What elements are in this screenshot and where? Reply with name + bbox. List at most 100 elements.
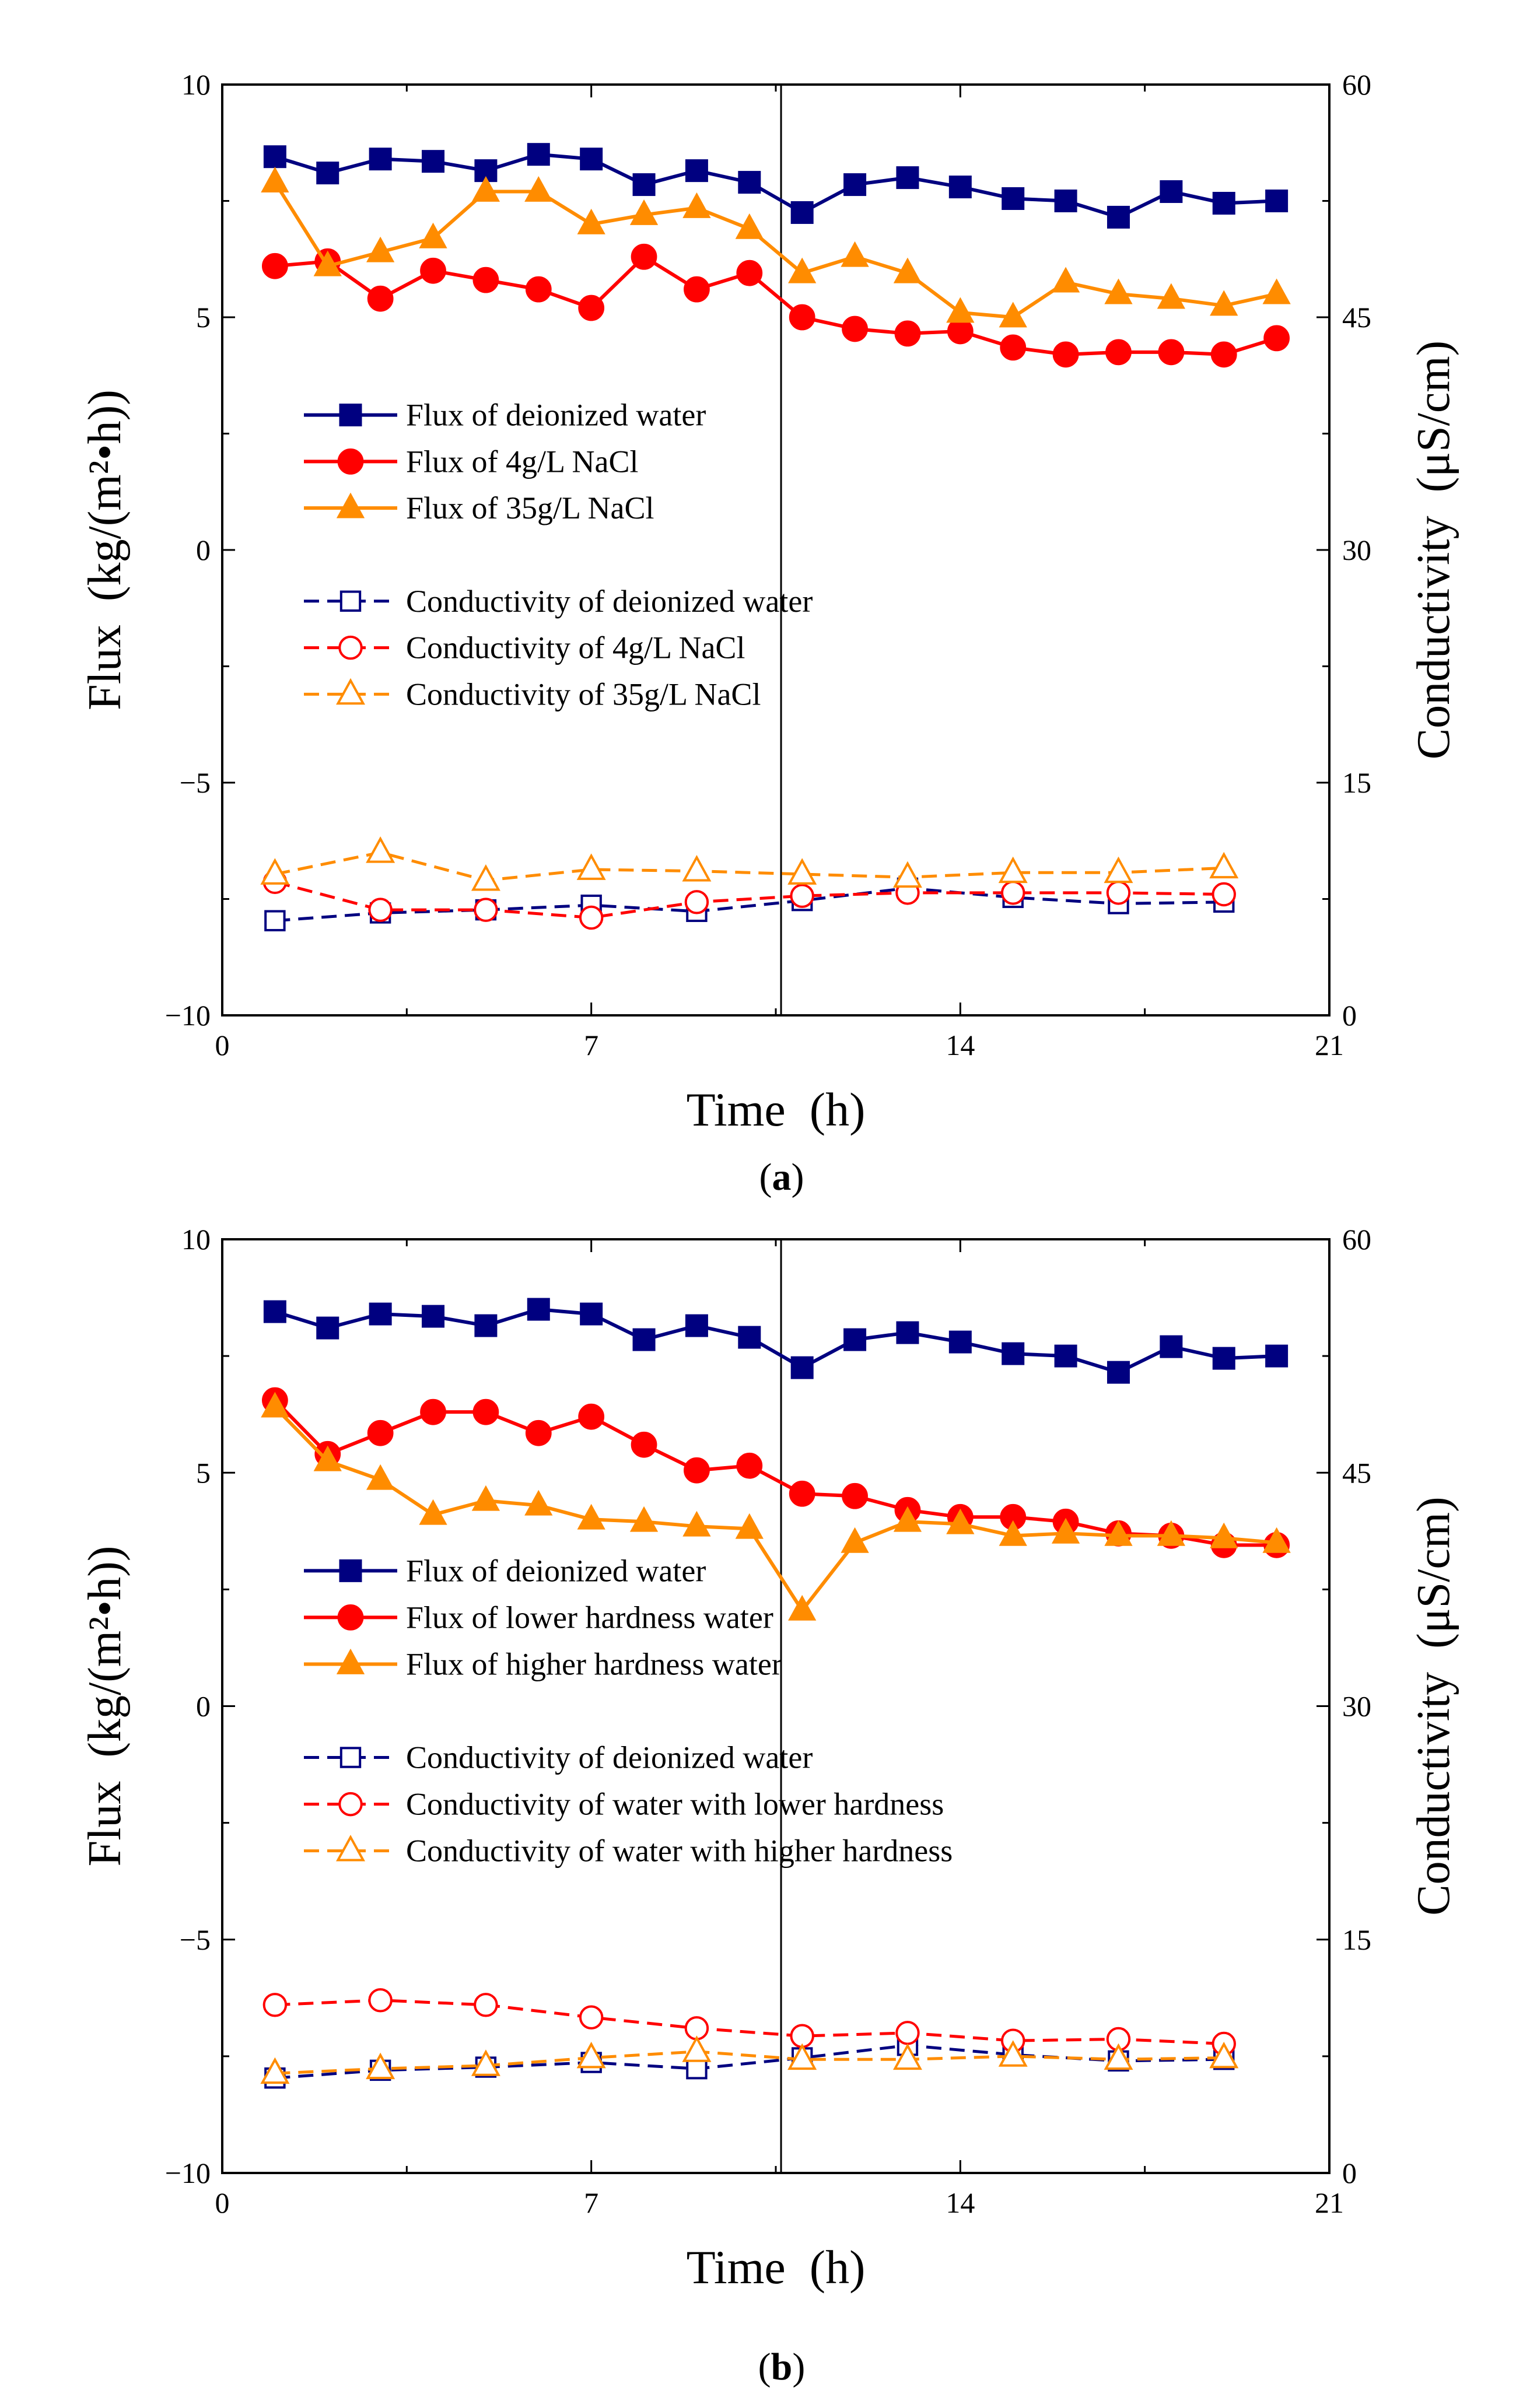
y-left-tick-label: 0 [196,1690,211,1723]
data-point [896,166,919,190]
y-right-axis-label: Conductivity (μS/cm) [1408,341,1459,759]
x-tick-label: 14 [946,2186,975,2219]
data-point [684,890,709,914]
data-point [527,1298,550,1321]
y-right-tick-label: 60 [1342,68,1371,101]
legend-label: Conductivity of deionized water [406,584,813,619]
y-right-tick-label: 30 [1342,534,1371,566]
data-point [631,243,657,270]
series-0 [263,143,1289,229]
data-point [948,1330,972,1354]
series-5 [260,836,1239,891]
data-point [524,1489,553,1516]
legend-entry: Conductivity of deionized water [304,584,813,619]
data-point [1210,341,1237,368]
y-right-tick-label: 15 [1342,766,1371,799]
data-point [262,1993,288,2017]
data-point [261,1391,289,1418]
data-point [264,910,286,931]
y-right-tick-label: 15 [1342,1923,1371,1956]
legend-entry: Conductivity of water with lower hardnes… [304,1787,944,1822]
data-point [893,257,922,283]
data-point [787,2043,817,2070]
data-point [578,295,605,321]
data-point [263,1300,286,1323]
data-point [685,1314,708,1337]
data-point [841,1527,869,1553]
data-point [735,1513,764,1539]
data-point [420,1398,446,1425]
series-2 [261,1391,1291,1621]
legend-marker [336,492,365,518]
data-point [682,2035,712,2062]
data-point [1160,180,1183,204]
data-point [1051,1517,1080,1544]
data-point [1000,881,1025,905]
data-point [787,858,817,885]
data-point [736,1452,763,1479]
data-point [419,222,447,248]
legend-marker [339,404,362,427]
panel-label-letter: b [771,2346,793,2388]
x-tick-label: 7 [584,2186,598,2219]
data-point [1107,1361,1130,1384]
data-point [366,836,395,863]
data-point [631,1431,657,1458]
data-point [790,201,814,224]
data-point [313,250,342,276]
x-tick-label: 14 [946,1029,975,1061]
data-point [1212,191,1235,215]
data-point [1054,1344,1077,1368]
data-point [998,856,1028,884]
data-point [998,2040,1028,2067]
data-point [368,898,393,922]
legend-label: Conductivity of deionized water [406,1740,813,1775]
data-point [682,1510,711,1537]
data-point [367,1419,394,1446]
data-point [735,213,764,239]
data-point [369,1302,392,1326]
data-point [843,1328,867,1351]
data-point [472,1398,499,1425]
data-point [1000,334,1027,361]
y-left-tick-label: 0 [196,534,211,566]
data-point [1210,1522,1238,1548]
data-point [474,898,498,922]
data-point [471,864,500,891]
data-point [685,159,708,183]
legend-marker [338,635,363,660]
data-point [260,858,290,885]
y-left-axis-label: Flux (kg/(m²•h)) [79,390,131,710]
legend-label: Conductivity of water with higher hardne… [406,1834,953,1869]
y-left-tick-label: −5 [180,1923,211,1956]
panel-label-close: ) [792,1156,804,1198]
data-point [1054,190,1077,212]
data-point [1209,851,1239,879]
series-line [274,1406,1277,1613]
data-point [262,253,288,279]
data-point [892,861,922,888]
data-point [576,853,606,880]
data-point [1052,341,1079,368]
legend-entry: Flux of 4g/L NaCl [304,444,639,479]
data-point [422,1305,445,1328]
data-point [316,162,339,185]
data-point [790,884,814,908]
data-point [525,276,552,303]
data-point [1263,325,1290,352]
y-left-tick-label: 10 [181,1223,211,1256]
data-point [629,199,659,225]
data-point [471,2049,500,2076]
data-point [263,145,286,169]
data-point [1051,267,1080,293]
y-left-tick-label: 5 [196,301,211,334]
data-point [1106,881,1131,905]
legend-label: Flux of deionized water [406,1553,706,1588]
panel-label-close: ) [792,2346,805,2388]
legend-label: Conductivity of 4g/L NaCl [406,630,745,665]
legend-entry: Flux of deionized water [304,398,706,433]
data-point [260,2057,290,2084]
data-point [1104,2043,1133,2070]
data-point [366,1464,395,1490]
